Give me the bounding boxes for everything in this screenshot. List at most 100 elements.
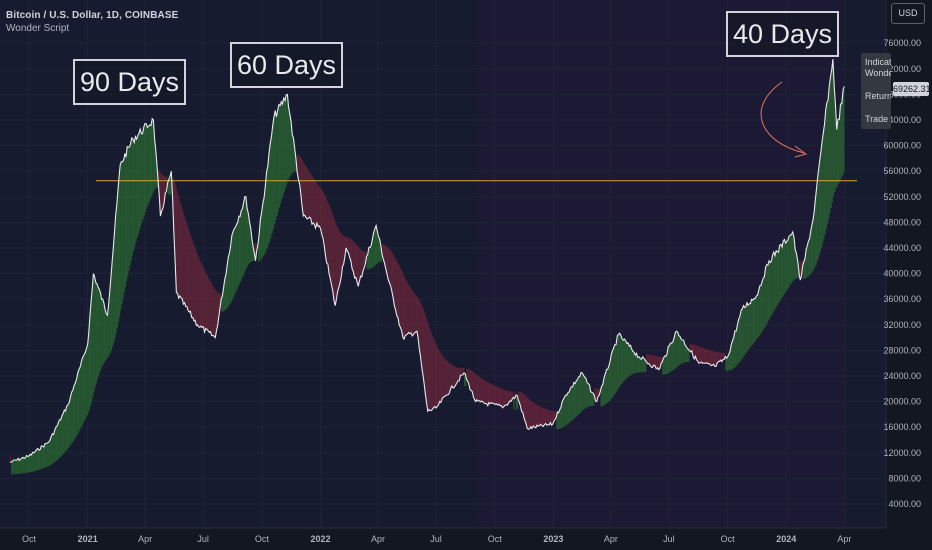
legend-item[interactable]: Returns — [865, 91, 891, 101]
band-segment — [490, 383, 492, 404]
y-tick-label: 16000.00 — [883, 422, 921, 432]
band-segment — [9, 456, 12, 463]
x-tick-label: Apr — [138, 534, 152, 544]
band-segment — [362, 250, 365, 271]
band-segment — [49, 436, 52, 466]
band-segment — [18, 458, 20, 474]
y-tick-label: 24000.00 — [883, 371, 921, 381]
band-segment — [415, 294, 417, 332]
band-segment — [713, 351, 715, 367]
band-segment — [211, 283, 213, 336]
band-segment — [235, 224, 237, 292]
band-segment — [453, 365, 455, 389]
band-segment — [786, 239, 788, 290]
band-segment — [407, 282, 409, 335]
band-segment — [327, 201, 330, 274]
band-segment — [506, 390, 508, 406]
band-segment — [770, 261, 772, 317]
band-segment — [734, 330, 737, 367]
time-axis[interactable] — [0, 528, 886, 550]
band-segment — [814, 198, 816, 268]
band-segment — [63, 410, 65, 454]
band-segment — [522, 393, 524, 418]
band-segment — [69, 397, 71, 447]
band-segment — [267, 152, 270, 246]
band-segment — [707, 349, 709, 364]
band-segment — [353, 241, 355, 278]
band-segment — [136, 135, 138, 239]
band-segment — [495, 385, 497, 405]
band-segment — [628, 342, 630, 377]
band-segment — [373, 228, 375, 267]
legend-item[interactable]: Trade a — [865, 114, 891, 124]
band-segment — [356, 245, 359, 287]
band-segment — [752, 298, 754, 344]
legend-item[interactable]: Indicat — [865, 57, 891, 67]
band-segment — [525, 395, 527, 424]
band-segment — [61, 413, 64, 455]
band-segment — [45, 443, 47, 468]
annotation-40-days: 40 Days — [726, 11, 840, 57]
band-segment — [737, 319, 739, 365]
band-segment — [152, 118, 154, 194]
band-segment — [765, 264, 767, 326]
x-tick-label: Jul — [663, 534, 675, 544]
legend-item[interactable]: Wonder — [865, 68, 891, 78]
band-segment — [272, 116, 274, 230]
band-segment — [526, 396, 528, 429]
band-segment — [142, 126, 144, 220]
band-segment — [478, 375, 480, 401]
band-segment — [181, 204, 183, 299]
band-segment — [132, 139, 135, 252]
band-segment — [742, 305, 744, 358]
band-segment — [108, 290, 110, 356]
band-segment — [40, 445, 42, 470]
indicator-legend[interactable]: Indicat Wonder Returns Trade a — [861, 53, 891, 129]
band-segment — [376, 225, 378, 264]
band-segment — [234, 227, 236, 295]
y-tick-label: 76000.00 — [883, 38, 921, 48]
x-tick-label: 2022 — [311, 534, 331, 544]
band-segment — [358, 246, 360, 287]
band-segment — [79, 366, 81, 431]
band-segment — [818, 158, 820, 256]
band-segment — [21, 457, 24, 474]
currency-button[interactable]: USD — [891, 3, 925, 24]
band-segment — [352, 240, 354, 272]
band-segment — [179, 200, 182, 298]
band-segment — [238, 216, 241, 285]
band-segment — [24, 457, 26, 474]
band-segment — [590, 391, 592, 406]
band-segment — [390, 250, 392, 292]
band-segment — [558, 409, 560, 429]
band-segment — [806, 245, 808, 278]
x-tick-label: Oct — [488, 534, 503, 544]
band-segment — [749, 303, 751, 349]
band-segment — [769, 260, 771, 319]
band-segment — [497, 386, 499, 405]
band-segment — [93, 273, 95, 393]
band-segment — [578, 376, 580, 415]
band-segment — [595, 388, 597, 402]
band-segment — [451, 364, 454, 389]
band-segment — [640, 358, 642, 373]
band-segment — [242, 202, 244, 277]
band-segment — [88, 314, 90, 410]
band-segment — [32, 452, 34, 472]
band-segment — [607, 366, 609, 403]
band-segment — [354, 242, 356, 278]
band-segment — [491, 384, 493, 404]
band-segment — [631, 349, 633, 375]
band-segment — [262, 197, 265, 256]
band-segment — [145, 123, 147, 212]
band-segment — [67, 402, 70, 448]
band-segment — [25, 455, 27, 473]
band-segment — [538, 405, 540, 427]
band-segment — [427, 321, 429, 412]
band-segment — [341, 233, 343, 277]
band-segment — [680, 336, 682, 365]
band-segment — [191, 237, 193, 318]
band-segment — [201, 262, 203, 328]
band-segment — [579, 372, 581, 413]
